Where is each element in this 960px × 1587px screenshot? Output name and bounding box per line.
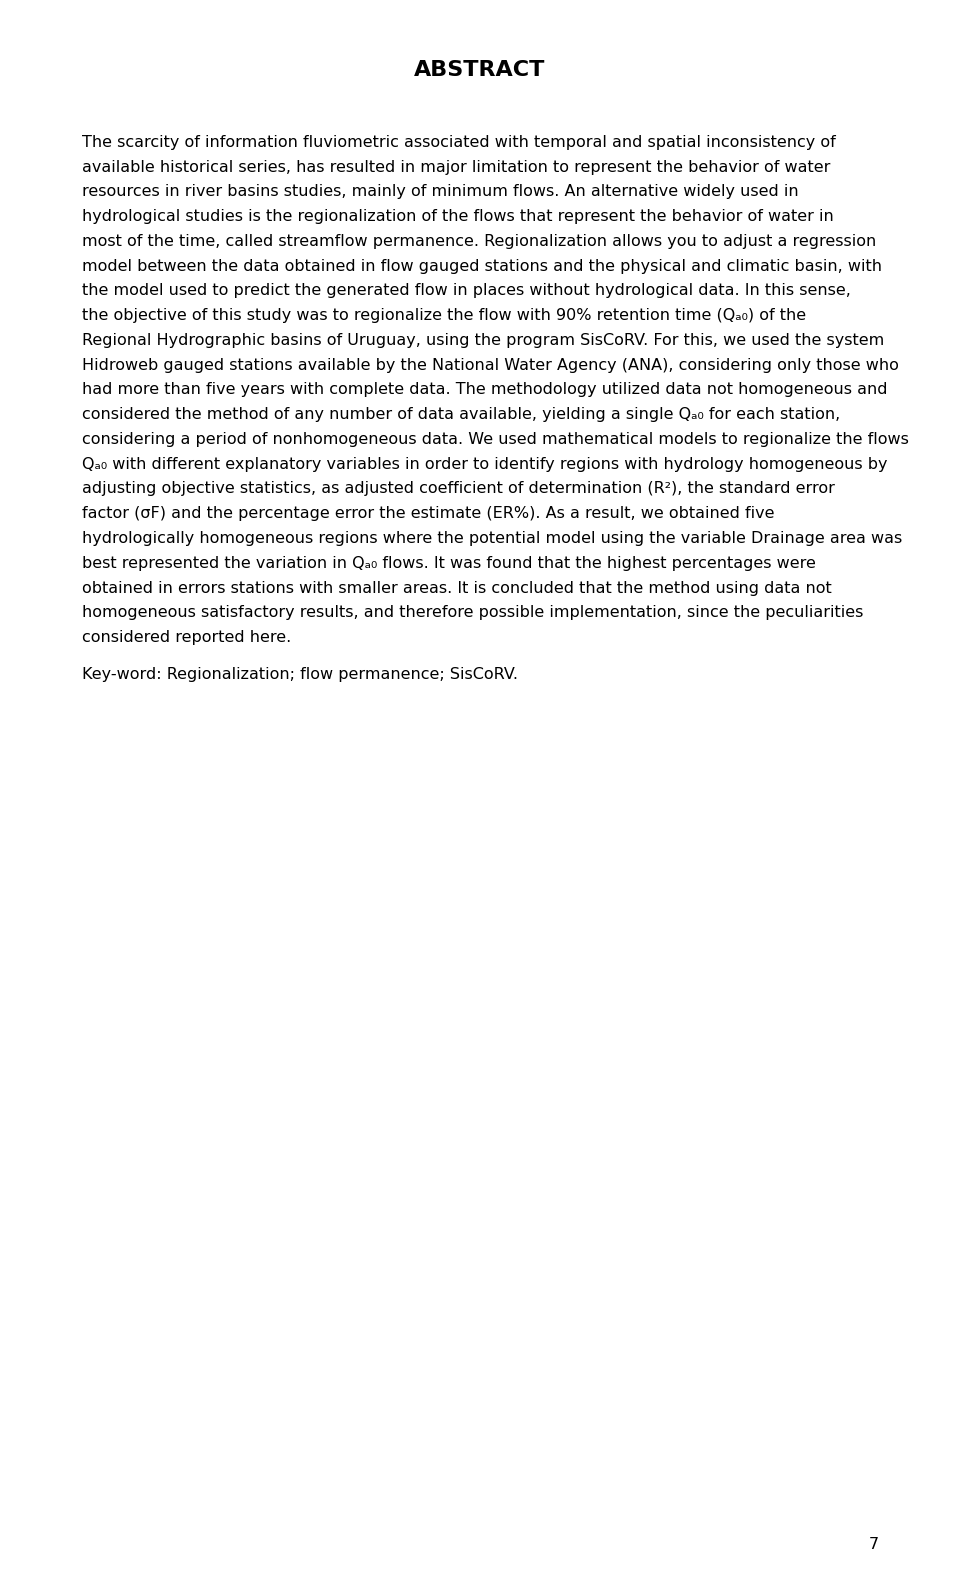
Text: factor (σF) and the percentage error the estimate (ER%). As a result, we obtaine: factor (σF) and the percentage error the… (82, 506, 774, 521)
Text: considered the method of any number of data available, yielding a single Qₐ₀ for: considered the method of any number of d… (82, 408, 840, 422)
Text: available historical series, has resulted in major limitation to represent the b: available historical series, has resulte… (82, 160, 830, 175)
Text: 7: 7 (868, 1538, 878, 1552)
Text: obtained in errors stations with smaller areas. It is concluded that the method : obtained in errors stations with smaller… (82, 581, 831, 595)
Text: considered reported here.: considered reported here. (82, 630, 291, 644)
Text: Key-word: Regionalization; flow permanence; SisCoRV.: Key-word: Regionalization; flow permanen… (82, 667, 517, 682)
Text: Hidroweb gauged stations available by the National Water Agency (ANA), consideri: Hidroweb gauged stations available by th… (82, 357, 899, 373)
Text: ABSTRACT: ABSTRACT (415, 60, 545, 81)
Text: best represented the variation in Qₐ₀ flows. It was found that the highest perce: best represented the variation in Qₐ₀ fl… (82, 555, 815, 571)
Text: most of the time, called streamflow permanence. Regionalization allows you to ad: most of the time, called streamflow perm… (82, 233, 876, 249)
Text: the objective of this study was to regionalize the flow with 90% retention time : the objective of this study was to regio… (82, 308, 805, 324)
Text: adjusting objective statistics, as adjusted coefficient of determination (R²), t: adjusting objective statistics, as adjus… (82, 481, 834, 497)
Text: The scarcity of information fluviometric associated with temporal and spatial in: The scarcity of information fluviometric… (82, 135, 835, 149)
Text: homogeneous satisfactory results, and therefore possible implementation, since t: homogeneous satisfactory results, and th… (82, 605, 863, 621)
Text: model between the data obtained in flow gauged stations and the physical and cli: model between the data obtained in flow … (82, 259, 881, 273)
Text: hydrological studies is the regionalization of the flows that represent the beha: hydrological studies is the regionalizat… (82, 209, 833, 224)
Text: considering a period of nonhomogeneous data. We used mathematical models to regi: considering a period of nonhomogeneous d… (82, 432, 908, 448)
Text: Qₐ₀ with different explanatory variables in order to identify regions with hydro: Qₐ₀ with different explanatory variables… (82, 457, 887, 471)
Text: resources in river basins studies, mainly of minimum flows. An alternative widel: resources in river basins studies, mainl… (82, 184, 798, 200)
Text: hydrologically homogeneous regions where the potential model using the variable : hydrologically homogeneous regions where… (82, 532, 901, 546)
Text: the model used to predict the generated flow in places without hydrological data: the model used to predict the generated … (82, 284, 851, 298)
Text: Regional Hydrographic basins of Uruguay, using the program SisCoRV. For this, we: Regional Hydrographic basins of Uruguay,… (82, 333, 884, 348)
Text: had more than five years with complete data. The methodology utilized data not h: had more than five years with complete d… (82, 382, 887, 397)
